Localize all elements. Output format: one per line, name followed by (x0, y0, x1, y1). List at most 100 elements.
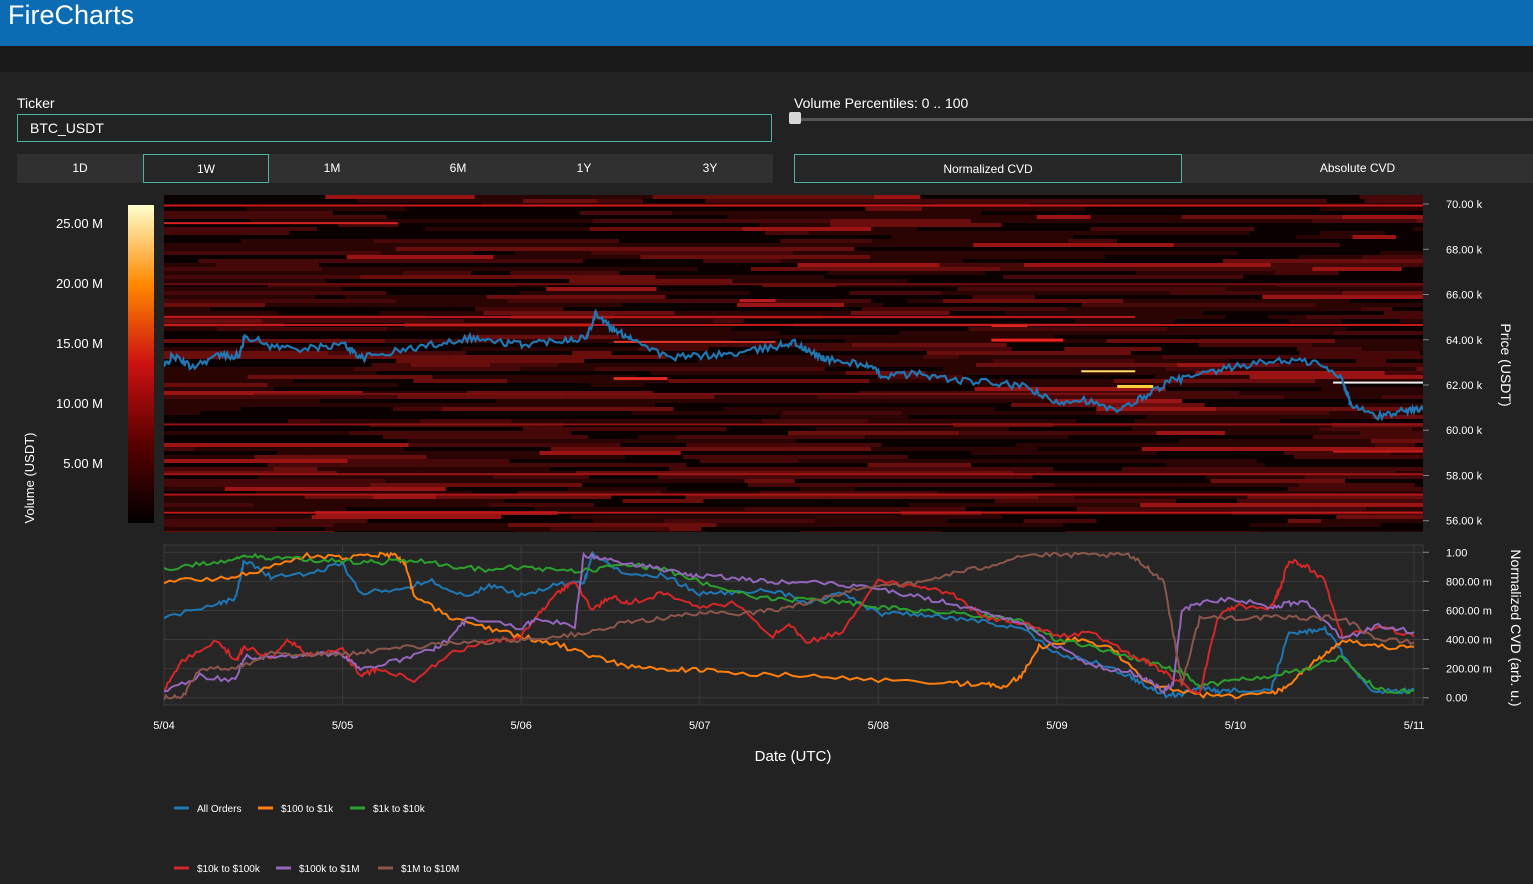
range-button-1y[interactable]: 1Y (521, 154, 647, 183)
heatmap-cell (815, 427, 869, 431)
heatmap-cell (454, 303, 622, 307)
heatmap-cell (925, 371, 1073, 375)
heatmap-cell (254, 455, 427, 459)
heatmap-cell (1002, 515, 1162, 519)
heatmap-cell (320, 419, 420, 423)
heatmap-cell (655, 403, 734, 407)
heatmap-cell (791, 471, 1014, 475)
heatmap-cell (164, 507, 347, 511)
heatmap-cell (1195, 371, 1385, 375)
heatmap-cell (850, 311, 950, 315)
volume-colorbar: 25.00 M 20.00 M 15.00 M 10.00 M 5.00 M Volume… (22, 205, 154, 524)
heatmap-cell (1042, 487, 1289, 491)
heatmap-cell (1315, 303, 1423, 307)
heatmap-cell (1096, 519, 1288, 523)
range-button-6m[interactable]: 6M (395, 154, 521, 183)
heatmap-cell (1304, 475, 1386, 479)
heatmap-cell (666, 355, 732, 359)
heatmap-cell (164, 195, 326, 199)
heatmap-cell (1148, 331, 1334, 335)
heatmap-cell (953, 423, 1054, 427)
heatmap-cell (224, 487, 368, 491)
heatmap-cell (707, 475, 824, 479)
absolute-cvd-button[interactable]: Absolute CVD (1182, 154, 1533, 183)
heatmap-cell (845, 371, 926, 375)
heatmap-cell (1416, 367, 1423, 371)
heatmap-cell (1239, 391, 1423, 395)
heatmap-cell (1299, 483, 1415, 487)
heatmap-cell (164, 263, 216, 267)
range-button-1d[interactable]: 1D (17, 154, 143, 183)
heatmap-cell (1086, 219, 1313, 223)
range-button-1w[interactable]: 1W (143, 154, 269, 183)
heatmap-cell (240, 407, 393, 411)
heatmap-cell (1192, 203, 1381, 207)
heatmap-cell (1342, 383, 1401, 387)
heatmap-cell (683, 455, 909, 459)
cvd-tick-label: 600.00 m (1446, 605, 1492, 617)
volume-percentiles-slider-track[interactable] (797, 118, 1533, 121)
heatmap-cell (1252, 235, 1297, 239)
heatmap-cell (1161, 347, 1247, 351)
heatmap-cell (488, 503, 594, 507)
liquidity-level (164, 222, 398, 225)
heatmap-cell (325, 527, 550, 531)
ticker-input[interactable] (17, 114, 772, 142)
heatmap-cell (571, 431, 789, 435)
heatmap-cell (1385, 231, 1423, 235)
heatmap-cell (658, 475, 708, 479)
heatmap-cell (697, 359, 924, 363)
heatmap-cell (806, 215, 1007, 219)
heatmap-cell (1058, 315, 1226, 319)
heatmap-cell (1338, 271, 1423, 275)
liquidity-level (1081, 370, 1136, 373)
liquidity-level (991, 325, 1028, 328)
heatmap-cell (668, 379, 870, 383)
heatmap-cell (1247, 495, 1423, 499)
cvd-series-line (164, 551, 1415, 695)
heatmap-cell (592, 519, 665, 523)
date-tick-label: 5/10 (1225, 720, 1246, 732)
heatmap-cell (637, 347, 709, 351)
heatmap-cell (376, 371, 509, 375)
heatmap-cell (501, 339, 733, 343)
heatmap-cell (267, 463, 423, 467)
heatmap-cell (164, 235, 339, 239)
heatmap-cell (1224, 363, 1280, 367)
heatmap-cell (668, 527, 702, 531)
heatmap-cell (1367, 379, 1423, 383)
heatmap-cell (723, 407, 754, 411)
range-button-3y[interactable]: 3Y (647, 154, 773, 183)
normalized-cvd-button[interactable]: Normalized CVD (794, 154, 1182, 183)
heatmap-cell (1053, 467, 1123, 471)
heatmap-cell (1198, 343, 1313, 347)
heatmap-cell (517, 491, 661, 495)
price-tick-label: 60.00 k (1446, 425, 1483, 437)
heatmap-cell (1049, 279, 1205, 283)
cvd-tick-label: 400.00 m (1446, 635, 1492, 647)
heatmap-cell (198, 259, 394, 263)
heatmap-cell (1095, 411, 1330, 415)
heatmap-cell (164, 307, 210, 311)
heatmap-cell (370, 483, 454, 487)
range-button-1m[interactable]: 1M (269, 154, 395, 183)
heatmap-cell (906, 299, 943, 303)
heatmap-cell (589, 227, 743, 231)
heatmap-cell (240, 427, 286, 431)
heatmap-cell (563, 307, 797, 311)
heatmap-cell (636, 375, 878, 379)
heatmap-cell (432, 375, 561, 379)
heatmap-cell (597, 199, 644, 203)
heatmap-cell (164, 415, 305, 419)
heatmap-cell (1156, 451, 1285, 455)
liquidity-level (164, 204, 1423, 207)
heatmap-cell (529, 351, 573, 355)
heatmap-cell (515, 531, 595, 532)
volume-percentiles-slider-handle[interactable] (789, 112, 801, 124)
heatmap-cell (1005, 247, 1191, 251)
heatmap-cell (703, 259, 782, 263)
heatmap-cell (164, 455, 255, 459)
date-tick-label: 5/04 (153, 720, 174, 732)
heatmap-cell (844, 303, 884, 307)
heatmap-cell (935, 335, 1055, 339)
